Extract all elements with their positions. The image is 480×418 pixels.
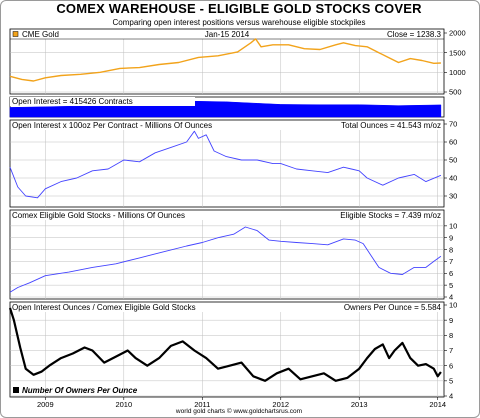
y-tick-label: 2000 [449,29,466,38]
y-tick-label: 6 [449,269,453,278]
open-interest-label-bg [10,97,195,106]
y-tick-label: 8 [449,245,453,254]
x-tick-label: 2009 [37,400,54,409]
y-tick-label: 500 [449,88,462,97]
open-interest-label: Open Interest = 415426 Contracts [12,97,133,106]
y-tick-label: 30 [449,192,457,201]
y-tick-label: 1000 [449,68,466,77]
chart-title: COMEX WAREHOUSE - ELIGIBLE GOLD STOCKS C… [56,1,422,16]
gold-price-line [9,38,441,82]
y-tick-label: 10 [449,301,457,310]
x-tick-label: 2014 [429,400,446,409]
x-tick-label: 2012 [272,400,289,409]
y-tick-label: 4 [449,392,453,401]
y-tick-label: 9 [449,316,453,325]
y-tick-label: 1500 [449,48,466,57]
y-tick-label: 4 [449,293,453,302]
x-tick-label: 2013 [351,400,368,409]
x-tick-label: 2011 [194,400,210,409]
y-tick-label: 9 [449,233,453,242]
y-tick-label: 60 [449,138,457,147]
owners-legend-label: Open Interest Ounces / Comex Eligible Go… [12,303,196,312]
eligible-stocks-line [9,226,442,293]
owners-value-label: Owners Per Ounce = 5.584 [344,303,442,312]
y-tick-label: 70 [449,120,457,129]
y-tick-label: 50 [449,156,457,165]
x-tick-label: 2010 [115,400,132,409]
owners-panel [9,301,445,398]
eligible-stocks-value-label: Eligible Stocks = 7.439 m/oz [340,211,441,220]
gold-close-label: Close = 1238.3 [387,30,442,39]
gold-legend-label: CME Gold [22,30,59,39]
gold-date-label: Jan-15 2014 [205,30,250,39]
oi-ounces-value-label: Total Ounces = 41.543 m/oz [341,121,441,130]
chart-subtitle: Comparing open interest positions versus… [112,18,366,27]
gold-panel [9,28,445,95]
y-tick-label: 10 [449,222,457,231]
oi-ounces-line [9,130,442,199]
y-tick-label: 6 [449,361,453,370]
gold-legend-swatch [12,31,19,37]
footer-credit: world gold charts © www.goldchartsrus.co… [175,408,303,415]
y-tick-label: 7 [449,257,453,266]
oi-ounces-panel [9,119,445,208]
owners-series-label: Number Of Owners Per Ounce [22,386,138,395]
oi-ounces-legend-label: Open Interest x 100oz Per Contract - Mil… [12,121,212,130]
y-tick-label: 8 [449,331,453,340]
owners-legend-swatch [13,387,19,393]
owners-per-ounce-line [8,307,442,382]
y-tick-label: 40 [449,174,457,183]
eligible-stocks-legend-label: Comex Eligible Gold Stocks - Millions Of… [12,211,185,220]
y-tick-label: 5 [449,377,453,386]
eligible-stocks-panel [9,209,445,300]
y-tick-label: 7 [449,346,453,355]
y-tick-label: 5 [449,281,453,290]
